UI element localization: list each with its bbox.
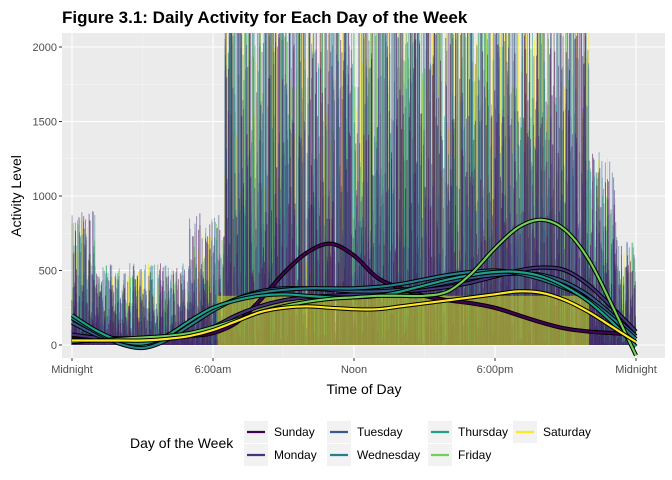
y-axis-ticks: 0 500 1000 1500 2000 (33, 42, 62, 352)
x-tick-label: Midnight (51, 364, 93, 376)
y-tick-label: 500 (39, 266, 57, 278)
legend-label: Tuesday (357, 425, 403, 439)
y-tick-label: 1000 (33, 191, 57, 203)
x-axis-ticks: Midnight 6:00am Noon 6:00pm Midnight (51, 358, 657, 376)
legend-item-saturday: Saturday (513, 421, 591, 443)
legend-item-wednesday: Wednesday (327, 444, 420, 466)
x-axis-title: Time of Day (327, 381, 402, 397)
y-axis-title: Activity Level (8, 155, 24, 237)
legend-item-tuesday: Tuesday (327, 421, 403, 443)
legend: Sunday Monday Tuesday Wednesday Thursday Frid… (244, 421, 591, 466)
legend-item-friday: Friday (428, 444, 491, 466)
x-tick-label: Noon (341, 364, 367, 376)
legend-label: Monday (274, 448, 317, 462)
x-tick-label: Midnight (615, 364, 657, 376)
legend-item-thursday: Thursday (428, 421, 508, 443)
legend-label: Friday (458, 448, 491, 462)
smooth-lines-layer (70, 217, 638, 357)
x-tick-label: 6:00am (195, 364, 232, 376)
legend-label: Wednesday (357, 448, 420, 462)
smooth-line-stroke (71, 290, 637, 343)
y-tick-label: 1500 (33, 117, 57, 129)
legend-item-monday: Monday (244, 444, 317, 466)
smooth-line-saturday (71, 289, 638, 344)
legend-item-sunday: Sunday (244, 421, 315, 443)
legend-label: Saturday (543, 425, 591, 439)
legend-label: Sunday (274, 425, 315, 439)
smooth-line-friday (71, 217, 638, 357)
y-tick-label: 0 (51, 340, 57, 352)
smooth-line-stroke (71, 218, 637, 356)
legend-title: Day of the Week (130, 435, 234, 451)
y-tick-label: 2000 (33, 42, 57, 54)
chart-title: Figure 3.1: Daily Activity for Each Day … (62, 8, 468, 27)
x-tick-label: 6:00pm (477, 364, 514, 376)
legend-label: Thursday (458, 425, 508, 439)
